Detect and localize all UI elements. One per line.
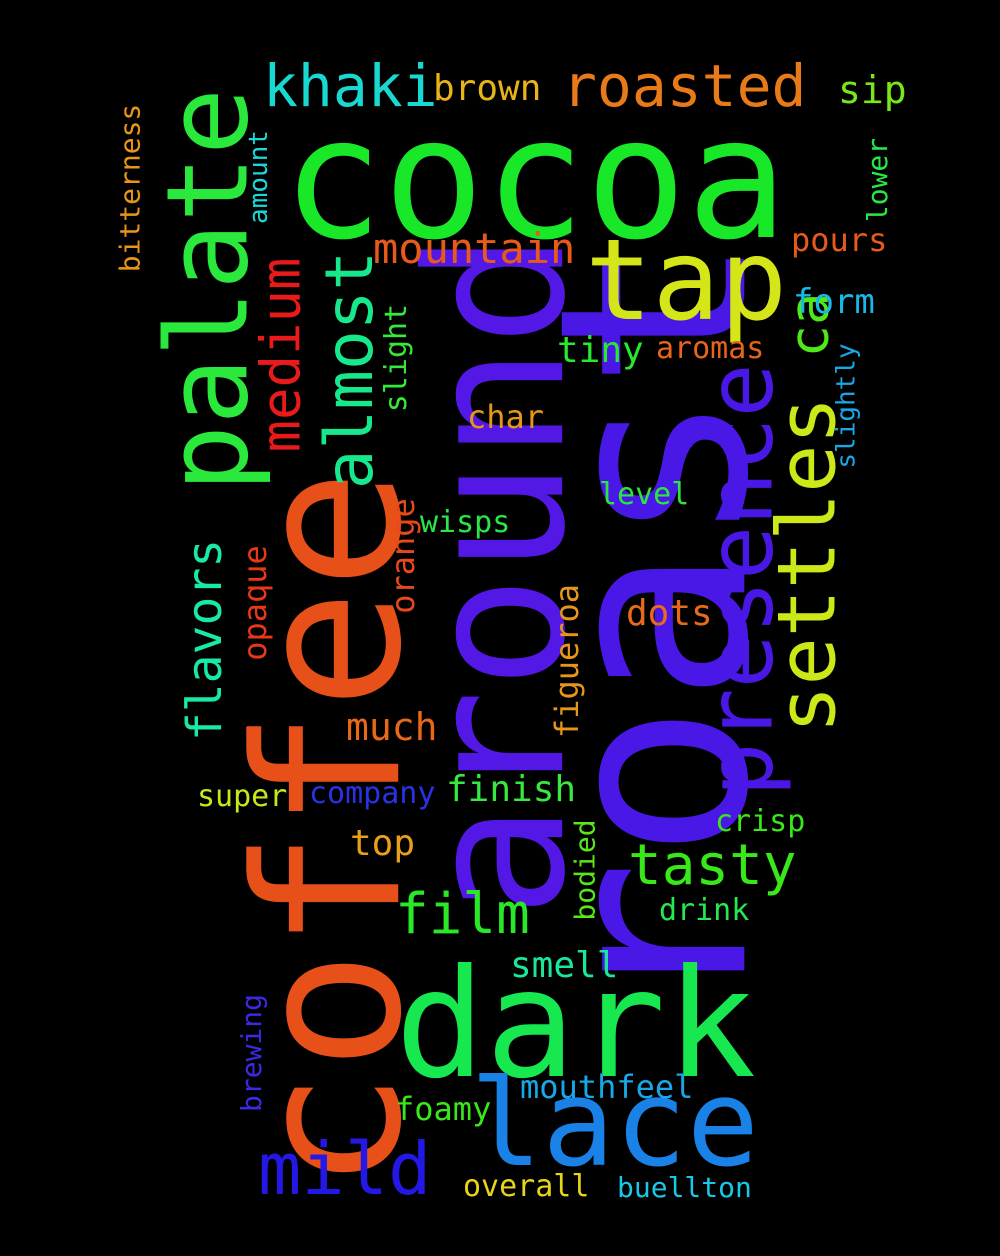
word-form: form xyxy=(793,282,875,322)
word-pours: pours xyxy=(791,221,888,259)
word-level: level xyxy=(599,477,690,512)
word-drink: drink xyxy=(659,893,750,928)
word-figueroa: figueroa xyxy=(548,583,586,739)
word-slight: slight xyxy=(379,303,414,413)
word-wisps: wisps xyxy=(420,505,511,540)
word-flavors: flavors xyxy=(176,538,233,742)
word-tiny: tiny xyxy=(557,330,644,371)
word-lace: lace xyxy=(470,1055,759,1194)
word-khaki: khaki xyxy=(263,52,438,120)
word-aromas: aromas xyxy=(656,331,765,366)
word-roasted: roasted xyxy=(562,52,807,120)
word-brown: brown xyxy=(433,68,542,109)
word-bodied: bodied xyxy=(569,819,602,921)
word-cocoa: cocoa xyxy=(282,81,788,277)
word-smell: smell xyxy=(510,945,619,986)
word-medium: medium xyxy=(249,257,313,453)
word-lower: lower xyxy=(860,137,894,223)
word-top: top xyxy=(350,823,416,864)
word-foamy: foamy xyxy=(395,1090,492,1128)
word-finish: finish xyxy=(446,769,577,810)
word-tasty: tasty xyxy=(628,833,797,898)
word-overall: overall xyxy=(463,1169,590,1204)
word-char: char xyxy=(467,398,545,436)
word-slightly: slightly xyxy=(831,343,862,469)
word-mountain: mountain xyxy=(373,224,576,273)
word-orange: orange xyxy=(384,498,422,614)
word-crisp: crisp xyxy=(715,804,806,839)
word-almost: almost xyxy=(310,250,388,490)
word-brewing: brewing xyxy=(234,993,268,1113)
word-dark: dark xyxy=(395,938,757,1112)
word-amount: amount xyxy=(243,130,274,224)
word-mouthfeel: mouthfeel xyxy=(520,1068,694,1106)
word-buellton: buellton xyxy=(617,1171,752,1204)
word-dots: dots xyxy=(626,593,713,634)
word-company: company xyxy=(309,776,436,811)
word-tap: tap xyxy=(585,216,788,346)
word-much: much xyxy=(346,705,438,749)
word-opaque: opaque xyxy=(236,545,274,661)
word-bitterness: bitterness xyxy=(112,103,146,273)
word-film: film xyxy=(395,882,530,947)
word-mild: mild xyxy=(258,1127,432,1211)
word-super: super xyxy=(197,779,288,814)
word-sip: sip xyxy=(838,68,907,112)
